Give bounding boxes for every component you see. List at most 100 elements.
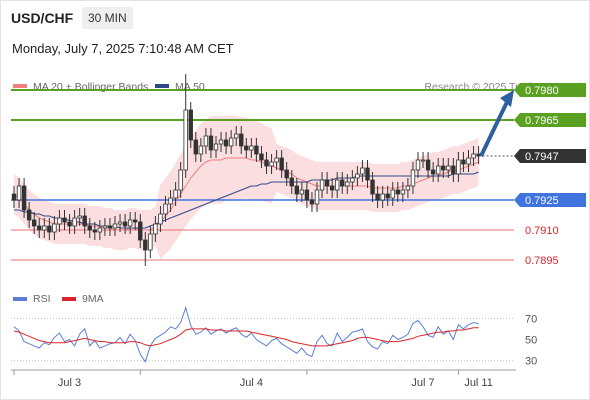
candle (82, 208, 87, 234)
ma50-line (14, 171, 479, 229)
candle (37, 218, 42, 238)
candle (132, 212, 138, 230)
level-0-7910-label: 0.7910 (525, 225, 559, 237)
candle-body (178, 169, 183, 191)
candle-body (314, 189, 320, 205)
candle-body (279, 157, 284, 171)
candle-body (329, 185, 335, 191)
candle (324, 172, 330, 194)
candle-body (350, 177, 355, 183)
candle (87, 218, 92, 238)
candle (122, 214, 128, 234)
candle-body (122, 221, 128, 227)
candle (304, 182, 310, 208)
candle-body (26, 209, 32, 221)
candle-body (334, 179, 340, 191)
projection-arrow-shaft (479, 101, 509, 157)
candle-body (132, 219, 138, 223)
candle-body (345, 181, 350, 187)
candle-body (360, 167, 365, 175)
candle-body (218, 139, 224, 145)
candle (269, 154, 274, 174)
candle (42, 218, 47, 238)
candle-body (158, 213, 163, 225)
candle (446, 158, 451, 178)
candle-body (183, 109, 188, 171)
candle-body (461, 159, 466, 165)
candle (193, 132, 198, 162)
candle-body (410, 169, 416, 187)
candle (430, 162, 436, 182)
candle-body (16, 185, 22, 201)
candle (233, 126, 239, 146)
candle-body (446, 165, 451, 171)
candle (264, 152, 269, 174)
ma20-legend-swatch (13, 84, 27, 88)
timeframe-badge[interactable]: 30 MIN (82, 7, 133, 29)
rsi-panel: 70 50 30 (11, 306, 537, 368)
candle (16, 178, 22, 208)
rsi-tick-50: 50 (525, 335, 537, 347)
candle (390, 182, 395, 206)
level-0-7925-tag (514, 193, 586, 207)
candle-body (97, 227, 103, 233)
candle (112, 216, 118, 236)
candle-body (456, 159, 461, 175)
level-labels-layer: 0.7980 0.7965 0.7947 0.7925 0.7910 0.7895 (514, 83, 586, 267)
candle-body (274, 157, 279, 163)
candle (47, 218, 52, 240)
candle-body (32, 219, 37, 227)
candle (289, 170, 294, 194)
level-0-7947-tag (514, 149, 586, 163)
candle-body (138, 221, 143, 241)
candle-body (117, 221, 123, 225)
rsi-legend-label: RSI (33, 293, 51, 305)
candle (355, 166, 360, 186)
candle (284, 162, 289, 186)
candle (168, 190, 173, 212)
candle (153, 216, 158, 242)
candle-body (223, 139, 229, 147)
candle (314, 182, 320, 212)
candle (213, 136, 219, 158)
candle-body (319, 179, 325, 191)
candle-body (471, 153, 476, 159)
candle (420, 152, 426, 168)
candle-body (11, 193, 17, 201)
candle (400, 182, 406, 202)
candle-body (112, 223, 118, 229)
candle-body (107, 225, 113, 229)
candle (451, 158, 456, 182)
candle (294, 178, 299, 202)
candle-body (466, 157, 471, 165)
ma9-legend-swatch (62, 297, 76, 301)
candle (244, 138, 249, 158)
candle (117, 214, 123, 232)
candle-body (304, 189, 310, 201)
candle-body (355, 173, 360, 179)
x-axis-ticks: Jul 3 Jul 4 Jul 7 Jul 11 (13, 370, 493, 389)
candle (26, 202, 32, 228)
candle (32, 212, 37, 234)
candle (163, 196, 168, 222)
candle (274, 150, 279, 170)
candle-body (77, 215, 82, 219)
candle (395, 182, 400, 202)
ma50-legend-label: MA 50 (175, 81, 205, 93)
level-0-7925-label: 0.7925 (525, 195, 559, 207)
candle (77, 208, 82, 226)
level-0-7895-label: 0.7895 (525, 255, 559, 267)
candle (375, 186, 380, 208)
candle (11, 186, 17, 208)
x-tick-jul-7: Jul 7 (411, 377, 434, 389)
candle (203, 128, 209, 154)
candle-body (21, 185, 27, 211)
candle-body (203, 135, 209, 147)
rsi-tick-30: 30 (525, 356, 537, 368)
candle-body (87, 225, 92, 231)
candle-body (198, 145, 204, 155)
ma9-legend-label: 9MA (82, 293, 104, 305)
candle-body (375, 193, 380, 201)
level-0-7980-tag (514, 83, 586, 97)
candle-body (441, 165, 446, 171)
